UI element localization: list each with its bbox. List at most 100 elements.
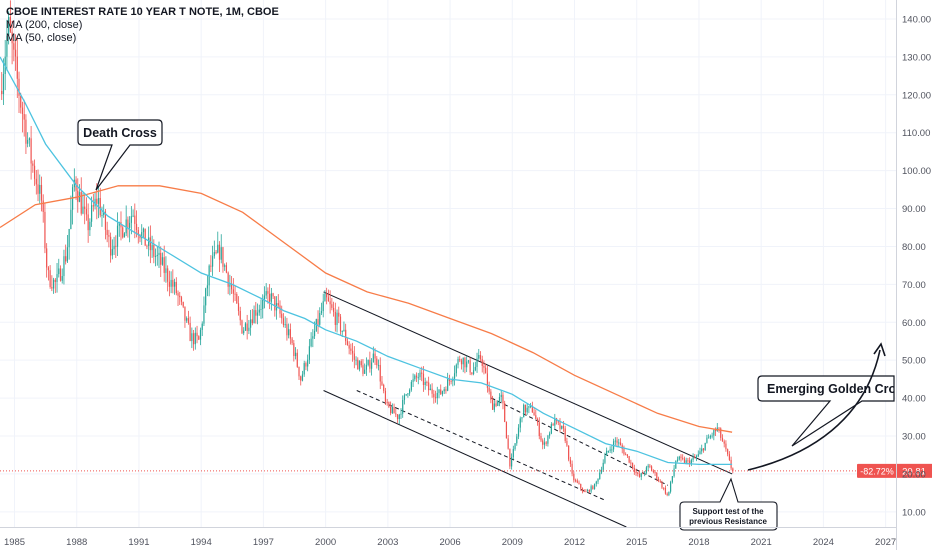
candle-body xyxy=(678,456,680,460)
candle-body xyxy=(151,244,153,251)
candle-body xyxy=(144,228,146,246)
candle-body xyxy=(514,443,516,450)
candle-body xyxy=(244,323,247,331)
x-tick-label: 1991 xyxy=(128,537,149,548)
candle-body xyxy=(481,359,483,366)
candle-body xyxy=(714,430,717,432)
candle-body xyxy=(180,297,183,302)
candle-body xyxy=(434,397,437,399)
candle-body xyxy=(720,428,722,438)
candle-body xyxy=(96,198,98,204)
candle-body xyxy=(637,472,639,474)
candle-body xyxy=(592,486,594,490)
channel-upper-line xyxy=(323,291,733,475)
x-tick-label: 2012 xyxy=(564,537,585,548)
candle-body xyxy=(104,211,107,230)
candle-body xyxy=(528,406,530,408)
candle-body xyxy=(509,448,511,467)
candle-body xyxy=(172,279,174,287)
candle-body xyxy=(25,119,27,144)
candle-body xyxy=(51,286,53,289)
candle-body xyxy=(438,389,440,393)
candle-body xyxy=(40,184,43,201)
candle-body xyxy=(429,388,431,391)
candle-body xyxy=(732,468,734,471)
ma-short-legend: MA (50, close) xyxy=(6,32,77,44)
candle-body xyxy=(398,414,400,420)
candle-body xyxy=(222,247,224,267)
candle-body xyxy=(58,268,60,275)
candle-body xyxy=(476,358,478,367)
channel-lower-line xyxy=(323,390,627,528)
candle-body xyxy=(256,312,259,316)
trend-channel xyxy=(323,291,733,528)
candle-body xyxy=(562,425,565,429)
candle-body xyxy=(587,489,589,492)
candle-body xyxy=(250,319,252,328)
candle-body xyxy=(232,289,234,294)
candle-body xyxy=(54,279,56,282)
candle-body xyxy=(663,487,665,489)
candle-body xyxy=(324,293,326,302)
candle-body xyxy=(310,338,312,347)
candle-body xyxy=(588,489,590,492)
candle-body xyxy=(70,209,72,229)
candle-body xyxy=(110,236,112,256)
x-tick-label: 2006 xyxy=(440,537,461,548)
candle-body xyxy=(708,437,710,439)
candle-body xyxy=(443,389,445,392)
candle-body xyxy=(538,422,540,437)
y-tick-label: 90.00 xyxy=(902,204,926,215)
candle-body xyxy=(246,323,248,331)
y-tick-label: 110.00 xyxy=(902,128,930,139)
candle-body xyxy=(524,404,527,413)
candle-body xyxy=(227,272,229,287)
candle-body xyxy=(490,391,492,400)
candle-body xyxy=(135,223,138,231)
x-tick-label: 2009 xyxy=(502,537,523,548)
candle-body xyxy=(645,467,648,473)
candle-body xyxy=(517,427,520,437)
candle-body xyxy=(154,256,157,258)
candle-body xyxy=(37,184,39,194)
candle-body xyxy=(507,438,509,449)
candle-body xyxy=(666,493,668,496)
candle-body xyxy=(63,256,65,277)
candle-body xyxy=(327,297,329,302)
candle-body xyxy=(460,360,463,365)
candle-body xyxy=(651,466,653,471)
candle-body xyxy=(607,450,609,452)
candle-body xyxy=(704,442,706,451)
candle-body xyxy=(526,407,528,413)
candle-body xyxy=(87,214,89,231)
candle-body xyxy=(697,454,699,457)
candle-body xyxy=(422,373,425,385)
candle-body xyxy=(566,440,568,446)
candle-body xyxy=(581,488,584,492)
candle-body xyxy=(614,440,616,442)
candle-body xyxy=(211,256,214,267)
price-line: -82.72% 20.81 xyxy=(0,463,932,478)
candle-body xyxy=(384,390,387,402)
candle-body xyxy=(236,294,238,304)
candle-body xyxy=(721,437,724,442)
candle-body xyxy=(680,456,682,458)
candle-body xyxy=(410,381,412,390)
candle-body xyxy=(291,338,293,344)
candle-body xyxy=(196,332,198,337)
support-label-line2: previous Resistance xyxy=(689,517,767,526)
candle-body xyxy=(372,353,374,363)
candle-body xyxy=(467,360,469,362)
candle-body xyxy=(218,244,221,260)
current-price-badge xyxy=(897,463,932,478)
candle-body xyxy=(80,192,82,214)
candle-body xyxy=(277,303,279,306)
candle-body xyxy=(91,205,93,222)
candle-body xyxy=(690,459,692,465)
candle-body xyxy=(168,281,170,287)
candle-body xyxy=(536,418,539,423)
y-tick-label: 50.00 xyxy=(902,356,926,367)
golden-cross-label: Emerging Golden Cross xyxy=(767,382,910,396)
candle-body xyxy=(194,332,196,345)
